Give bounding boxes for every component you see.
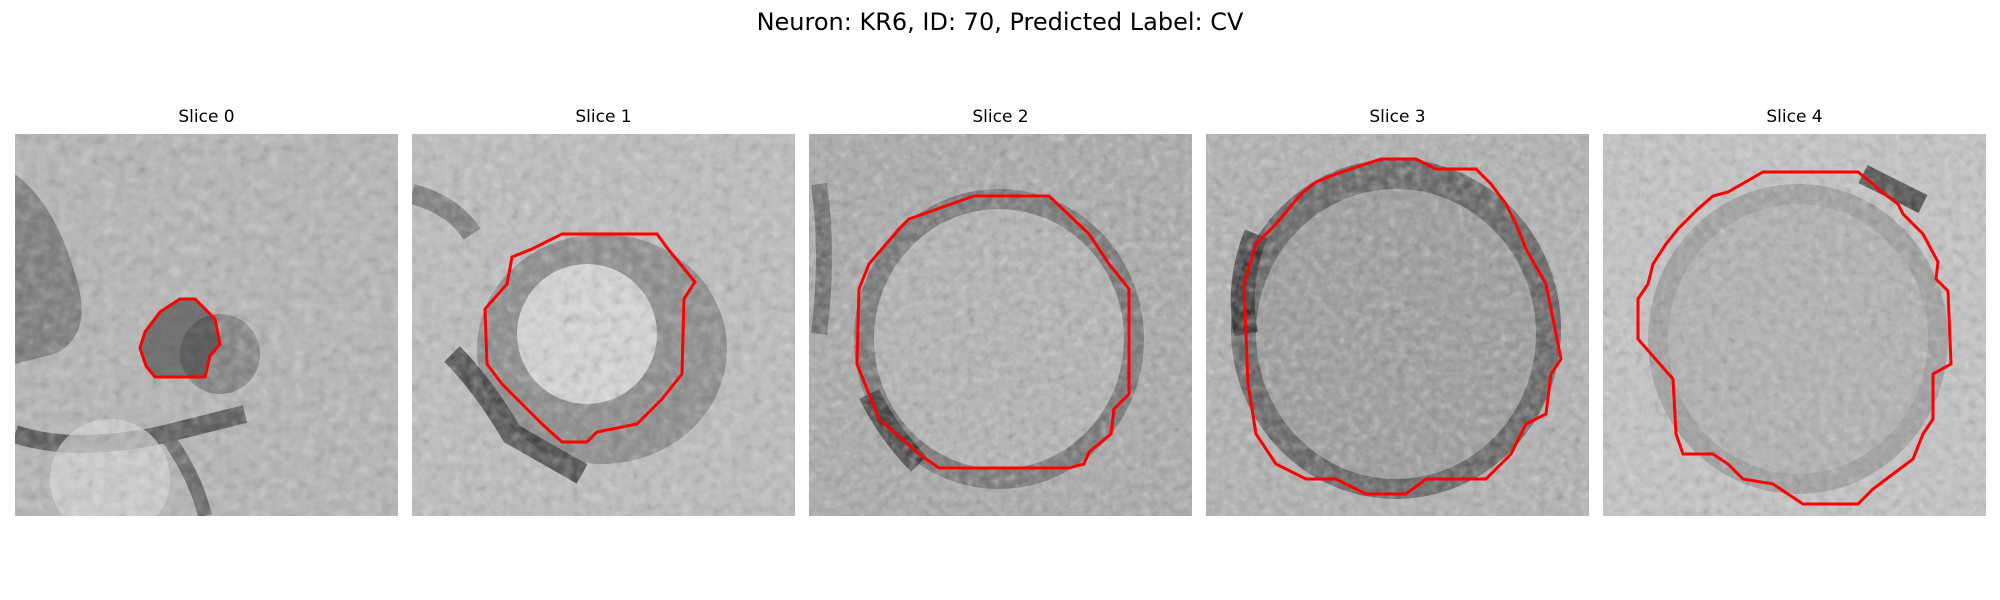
contour-outline (1636, 170, 1953, 506)
slice-title: Slice 0 (178, 107, 235, 127)
slice-image (412, 134, 795, 516)
contour-outline (1242, 157, 1563, 496)
figure-title: Neuron: KR6, ID: 70, Predicted Label: CV (756, 8, 1244, 36)
slice-title: Slice 1 (575, 107, 632, 127)
slice-title: Slice 4 (1766, 107, 1823, 127)
slice-title: Slice 3 (1369, 107, 1426, 127)
contour-outline (483, 232, 697, 444)
contour-outline (138, 297, 222, 379)
slice-title: Slice 2 (972, 107, 1029, 127)
slice-image (1206, 134, 1589, 516)
slice-image (1603, 134, 1986, 516)
slice-image (15, 134, 398, 516)
contour-outline (855, 194, 1131, 470)
slice-image (809, 134, 1192, 516)
